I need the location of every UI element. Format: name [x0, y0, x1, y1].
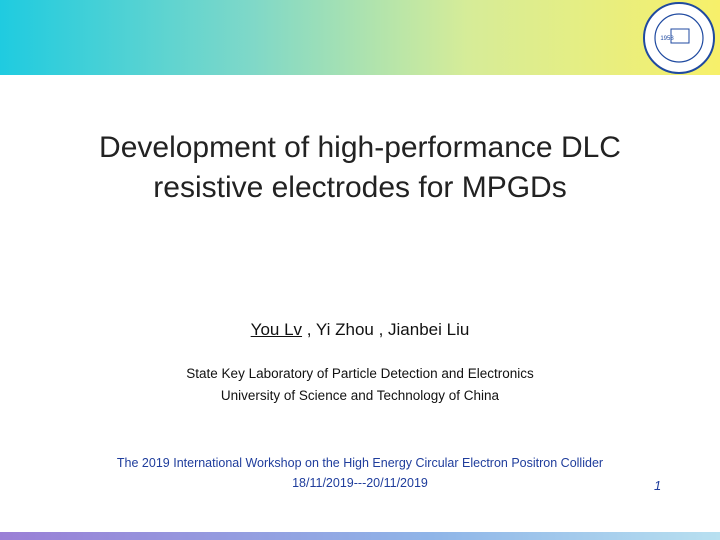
title: Development of high-performance DLC resi… — [0, 128, 720, 208]
co-authors: , Yi Zhou , Jianbei Liu — [302, 320, 470, 339]
title-line: resistive electrodes for MPGDs — [153, 171, 567, 204]
logo-inner-ring — [654, 13, 704, 63]
logo-emblem — [670, 28, 690, 44]
affiliation: State Key Laboratory of Particle Detecti… — [186, 366, 534, 381]
logo-year: 1958 — [660, 36, 674, 42]
conference-name: The 2019 International Workshop on the H… — [116, 456, 604, 470]
university-logo: 1958 — [643, 2, 715, 74]
title-line: Development of high-performance DLC — [99, 131, 621, 164]
conference: The 2019 International Workshop on the H… — [0, 453, 720, 493]
footer-bar — [0, 532, 720, 540]
header-bar — [0, 0, 720, 75]
conference-dates: 18/11/2019---20/11/2019 — [292, 476, 428, 490]
logo-outer-ring — [643, 2, 715, 74]
presenter: You Lv — [250, 320, 303, 339]
authors: You Lv , Yi Zhou , Jianbei Liu — [0, 320, 720, 340]
page-number: 1 — [654, 478, 662, 493]
affiliation: University of Science and Technology of … — [220, 388, 500, 403]
affiliations: State Key Laboratory of Particle Detecti… — [0, 363, 720, 407]
